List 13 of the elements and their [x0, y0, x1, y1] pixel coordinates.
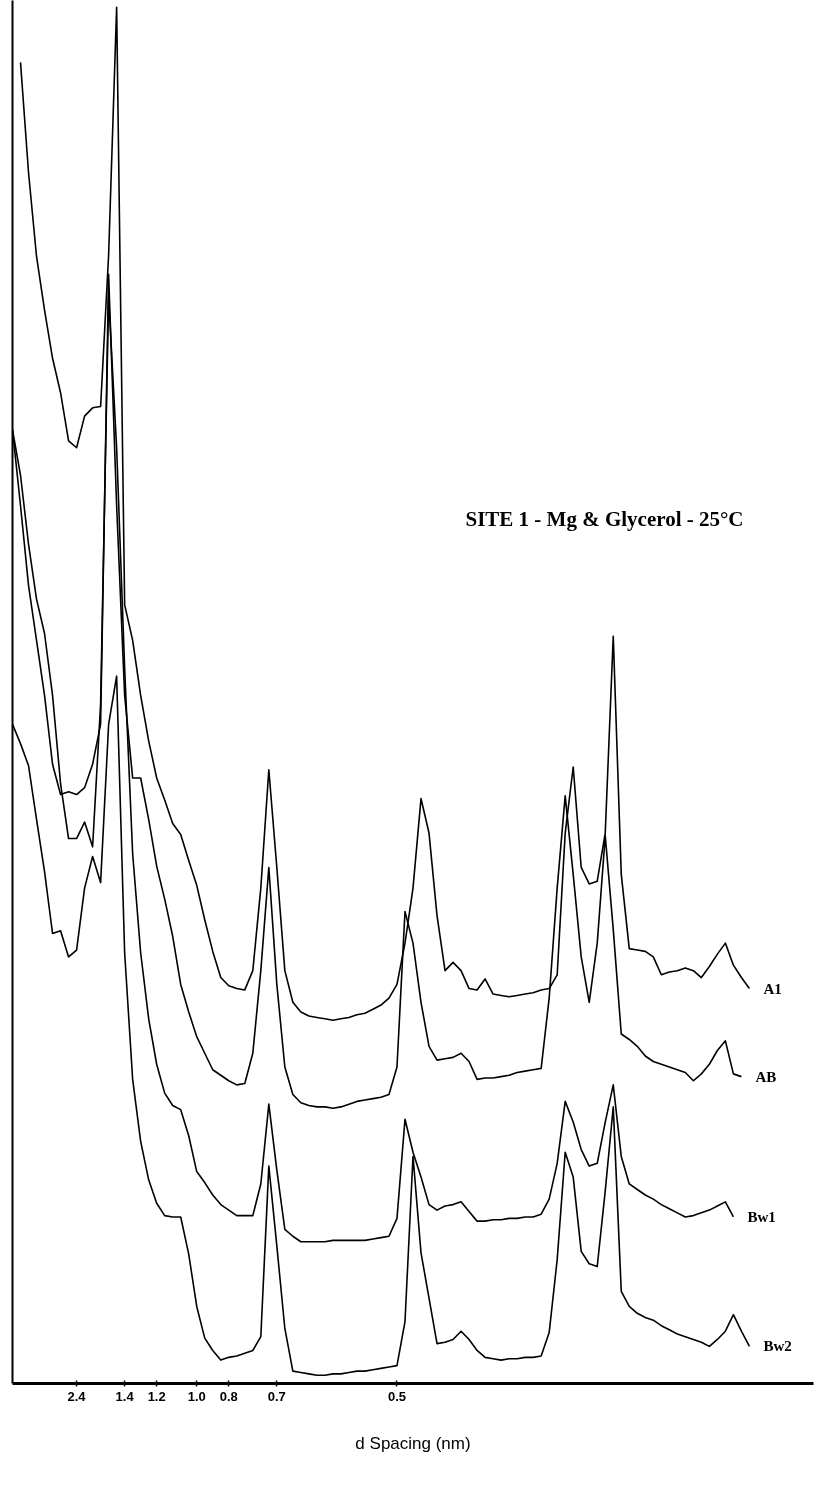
- x-tick-label: 1.2: [147, 1388, 166, 1404]
- text: SITE 1 - Mg & Glycerol - 25°C: [465, 506, 744, 531]
- series-label: Bw1: [747, 1208, 776, 1225]
- x-tick-label: 0.7: [267, 1388, 286, 1404]
- x-tick-label: 0.8: [219, 1388, 238, 1404]
- series-label: AB: [755, 1068, 777, 1085]
- x-axis-title: d Spacing (nm): [355, 1433, 471, 1453]
- x-tick-label: 1.4: [115, 1388, 135, 1404]
- series-label: Bw2: [763, 1338, 792, 1355]
- x-tick-label: 0.5: [387, 1388, 407, 1404]
- series-label: A1: [763, 980, 782, 997]
- x-tick-label: 2.4: [67, 1388, 87, 1404]
- x-tick-label: 1.0: [187, 1388, 206, 1404]
